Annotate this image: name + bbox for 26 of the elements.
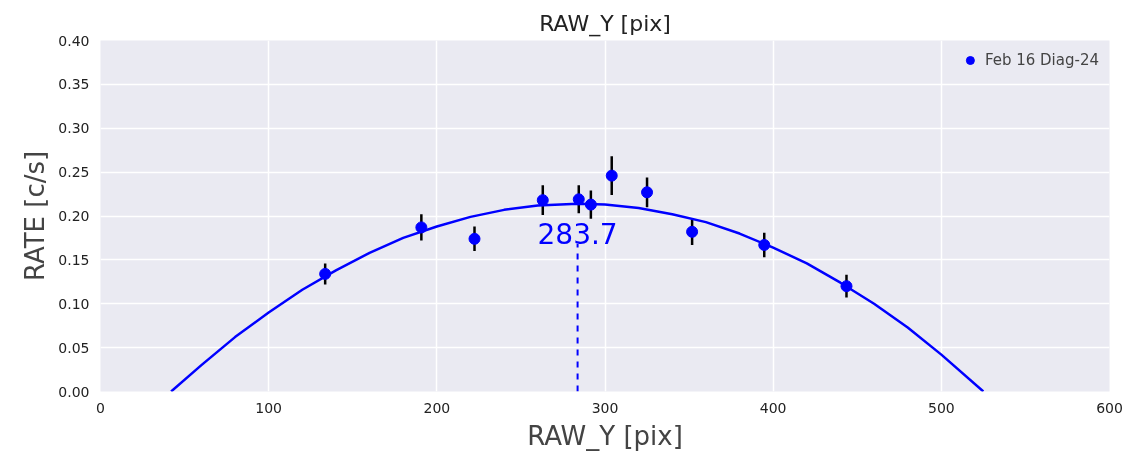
y-tick-label: 0.20 xyxy=(58,208,90,224)
y-tick-label: 0.15 xyxy=(58,251,90,268)
x-axis-title: RAW_Y [pix] xyxy=(527,420,683,451)
point xyxy=(686,225,699,238)
y-tick-label: 0.10 xyxy=(58,295,90,312)
y-tick-label: 0.05 xyxy=(58,339,90,356)
x-tick-label: 100 xyxy=(255,399,283,416)
y-tick-label: 0.35 xyxy=(58,76,90,93)
legend-label: Feb 16 Diag-24 xyxy=(984,51,1099,69)
ref-line-label: 283.7 xyxy=(537,218,618,252)
x-tick-label: 400 xyxy=(759,399,787,416)
y-tick-label: 0.00 xyxy=(58,383,90,400)
point xyxy=(468,232,481,245)
point xyxy=(605,169,618,182)
y-tick-label: 0.25 xyxy=(58,164,90,181)
x-tick-label: 300 xyxy=(591,399,619,416)
x-tick-label: 600 xyxy=(1096,399,1123,416)
chart-title: RAW_Y [pix] xyxy=(539,10,671,37)
point xyxy=(641,186,654,199)
x-tick-label: 200 xyxy=(423,399,451,416)
y-tick-label: 0.40 xyxy=(58,32,90,49)
point xyxy=(536,194,549,207)
y-tick-label: 0.30 xyxy=(58,120,90,137)
x-tick-label: 0 xyxy=(96,399,105,416)
y-axis-title: RATE [c/s] xyxy=(20,150,51,282)
x-tick-label: 500 xyxy=(927,399,955,416)
